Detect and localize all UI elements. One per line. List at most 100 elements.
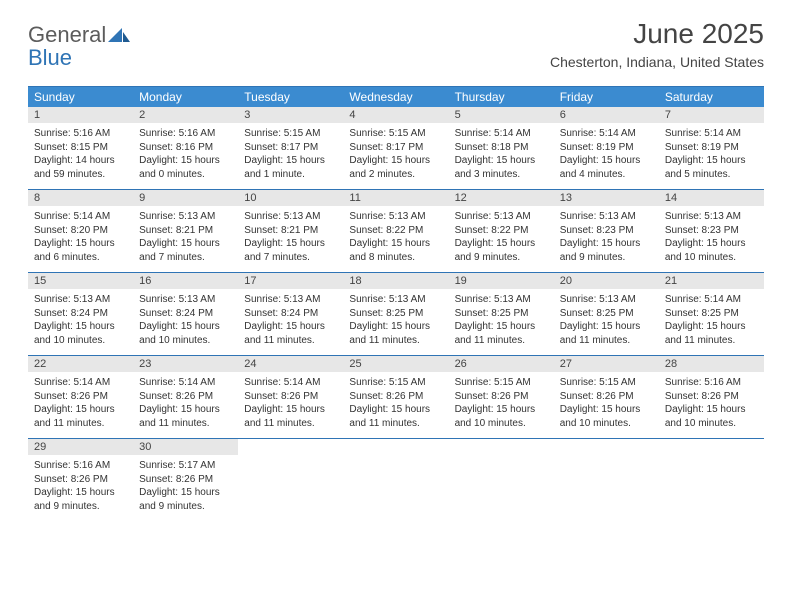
sunset-text: Sunset: 8:20 PM — [34, 224, 127, 238]
day-cell: 12Sunrise: 5:13 AMSunset: 8:22 PMDayligh… — [449, 190, 554, 272]
location-text: Chesterton, Indiana, United States — [550, 54, 764, 70]
day-info: Sunrise: 5:15 AMSunset: 8:26 PMDaylight:… — [349, 376, 442, 430]
day-number: 30 — [133, 439, 238, 455]
brand-word2: Blue — [28, 45, 72, 70]
daylight-text: Daylight: 15 hours and 10 minutes. — [665, 237, 758, 264]
day-info: Sunrise: 5:16 AMSunset: 8:26 PMDaylight:… — [34, 459, 127, 513]
sunrise-text: Sunrise: 5:15 AM — [560, 376, 653, 390]
day-number: 7 — [659, 107, 764, 123]
day-cell: 4Sunrise: 5:15 AMSunset: 8:17 PMDaylight… — [343, 107, 448, 189]
day-cell: 9 Sunrise: 5:13 AMSunset: 8:21 PMDaylight… — [133, 190, 238, 272]
daylight-text: Daylight: 15 hours and 2 minutes. — [349, 154, 442, 181]
sunset-text: Sunset: 8:23 PM — [560, 224, 653, 238]
day-cell: 20Sunrise: 5:13 AMSunset: 8:25 PMDayligh… — [554, 273, 659, 355]
day-info: Sunrise: 5:13 AMSunset: 8:23 PMDaylight:… — [560, 210, 653, 264]
brand-word1: General — [28, 22, 106, 47]
sunrise-text: Sunrise: 5:13 AM — [560, 210, 653, 224]
sunset-text: Sunset: 8:23 PM — [665, 224, 758, 238]
sunrise-text: Sunrise: 5:15 AM — [455, 376, 548, 390]
dow-wednesday: Wednesday — [343, 87, 448, 107]
empty-cell — [659, 439, 764, 521]
daylight-text: Daylight: 15 hours and 0 minutes. — [139, 154, 232, 181]
sunrise-text: Sunrise: 5:14 AM — [455, 127, 548, 141]
sunrise-text: Sunrise: 5:16 AM — [34, 459, 127, 473]
day-number: 11 — [343, 190, 448, 206]
week-row: 15Sunrise: 5:13 AMSunset: 8:24 PMDayligh… — [28, 273, 764, 356]
sunset-text: Sunset: 8:16 PM — [139, 141, 232, 155]
daylight-text: Daylight: 15 hours and 10 minutes. — [139, 320, 232, 347]
sunrise-text: Sunrise: 5:16 AM — [665, 376, 758, 390]
daylight-text: Daylight: 15 hours and 11 minutes. — [34, 403, 127, 430]
sunset-text: Sunset: 8:26 PM — [665, 390, 758, 404]
day-cell: 17Sunrise: 5:13 AMSunset: 8:24 PMDayligh… — [238, 273, 343, 355]
day-info: Sunrise: 5:13 AMSunset: 8:23 PMDaylight:… — [665, 210, 758, 264]
sunset-text: Sunset: 8:15 PM — [34, 141, 127, 155]
sunset-text: Sunset: 8:17 PM — [349, 141, 442, 155]
sunrise-text: Sunrise: 5:14 AM — [665, 293, 758, 307]
day-number: 17 — [238, 273, 343, 289]
daylight-text: Daylight: 15 hours and 11 minutes. — [560, 320, 653, 347]
day-number: 19 — [449, 273, 554, 289]
dow-tuesday: Tuesday — [238, 87, 343, 107]
day-cell: 10Sunrise: 5:13 AMSunset: 8:21 PMDayligh… — [238, 190, 343, 272]
daylight-text: Daylight: 15 hours and 6 minutes. — [34, 237, 127, 264]
sunset-text: Sunset: 8:24 PM — [244, 307, 337, 321]
sunset-text: Sunset: 8:25 PM — [665, 307, 758, 321]
day-info: Sunrise: 5:14 AMSunset: 8:26 PMDaylight:… — [34, 376, 127, 430]
daylight-text: Daylight: 15 hours and 11 minutes. — [665, 320, 758, 347]
day-info: Sunrise: 5:14 AMSunset: 8:19 PMDaylight:… — [665, 127, 758, 181]
day-number: 8 — [28, 190, 133, 206]
sunset-text: Sunset: 8:26 PM — [455, 390, 548, 404]
day-cell: 13Sunrise: 5:13 AMSunset: 8:23 PMDayligh… — [554, 190, 659, 272]
day-info: Sunrise: 5:13 AMSunset: 8:21 PMDaylight:… — [244, 210, 337, 264]
day-number: 18 — [343, 273, 448, 289]
sail-icon — [108, 28, 130, 44]
daylight-text: Daylight: 15 hours and 7 minutes. — [139, 237, 232, 264]
day-info: Sunrise: 5:14 AMSunset: 8:18 PMDaylight:… — [455, 127, 548, 181]
day-info: Sunrise: 5:13 AMSunset: 8:25 PMDaylight:… — [455, 293, 548, 347]
day-cell: 22Sunrise: 5:14 AMSunset: 8:26 PMDayligh… — [28, 356, 133, 438]
dow-header: SundayMondayTuesdayWednesdayThursdayFrid… — [28, 87, 764, 107]
sunset-text: Sunset: 8:19 PM — [560, 141, 653, 155]
daylight-text: Daylight: 15 hours and 11 minutes. — [455, 320, 548, 347]
day-number: 2 — [133, 107, 238, 123]
daylight-text: Daylight: 15 hours and 10 minutes. — [560, 403, 653, 430]
day-info: Sunrise: 5:13 AMSunset: 8:24 PMDaylight:… — [139, 293, 232, 347]
daylight-text: Daylight: 15 hours and 4 minutes. — [560, 154, 653, 181]
daylight-text: Daylight: 15 hours and 8 minutes. — [349, 237, 442, 264]
sunrise-text: Sunrise: 5:14 AM — [665, 127, 758, 141]
daylight-text: Daylight: 15 hours and 3 minutes. — [455, 154, 548, 181]
sunset-text: Sunset: 8:21 PM — [139, 224, 232, 238]
sunset-text: Sunset: 8:25 PM — [349, 307, 442, 321]
day-info: Sunrise: 5:14 AMSunset: 8:26 PMDaylight:… — [139, 376, 232, 430]
sunset-text: Sunset: 8:26 PM — [560, 390, 653, 404]
day-info: Sunrise: 5:15 AMSunset: 8:26 PMDaylight:… — [455, 376, 548, 430]
day-info: Sunrise: 5:13 AMSunset: 8:25 PMDaylight:… — [349, 293, 442, 347]
day-cell: 16 Sunrise: 5:13 AMSunset: 8:24 PMDayligh… — [133, 273, 238, 355]
day-number: 25 — [343, 356, 448, 372]
empty-cell — [343, 439, 448, 521]
sunset-text: Sunset: 8:18 PM — [455, 141, 548, 155]
sunrise-text: Sunrise: 5:13 AM — [244, 293, 337, 307]
day-cell: 3Sunrise: 5:15 AMSunset: 8:17 PMDaylight… — [238, 107, 343, 189]
day-cell: 23 Sunrise: 5:14 AMSunset: 8:26 PMDayligh… — [133, 356, 238, 438]
day-number: 26 — [449, 356, 554, 372]
day-number: 24 — [238, 356, 343, 372]
daylight-text: Daylight: 15 hours and 5 minutes. — [665, 154, 758, 181]
sunset-text: Sunset: 8:21 PM — [244, 224, 337, 238]
daylight-text: Daylight: 15 hours and 11 minutes. — [244, 403, 337, 430]
day-number: 16 — [133, 273, 238, 289]
day-number: 15 — [28, 273, 133, 289]
day-number: 23 — [133, 356, 238, 372]
day-number: 4 — [343, 107, 448, 123]
day-info: Sunrise: 5:13 AMSunset: 8:24 PMDaylight:… — [34, 293, 127, 347]
day-number: 1 — [28, 107, 133, 123]
day-number: 9 — [133, 190, 238, 206]
day-info: Sunrise: 5:14 AMSunset: 8:19 PMDaylight:… — [560, 127, 653, 181]
day-cell: 25 Sunrise: 5:15 AMSunset: 8:26 PMDayligh… — [343, 356, 448, 438]
day-cell: 26 Sunrise: 5:15 AMSunset: 8:26 PMDayligh… — [449, 356, 554, 438]
day-info: Sunrise: 5:17 AMSunset: 8:26 PMDaylight:… — [139, 459, 232, 513]
sunrise-text: Sunrise: 5:13 AM — [139, 210, 232, 224]
day-cell: 19 Sunrise: 5:13 AMSunset: 8:25 PMDayligh… — [449, 273, 554, 355]
day-cell: 15 Sunrise: 5:13 AMSunset: 8:24 PMDayligh… — [28, 273, 133, 355]
